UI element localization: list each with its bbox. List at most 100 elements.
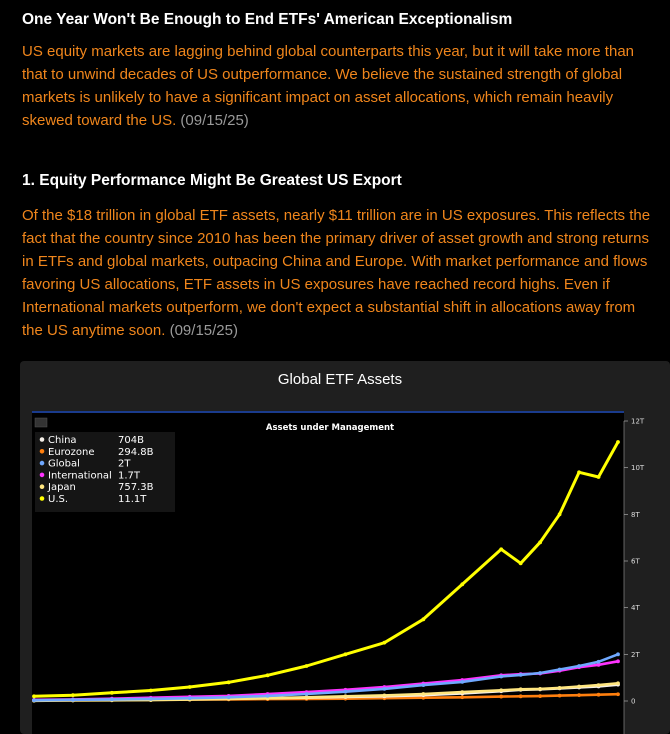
chart-menu-icon[interactable] (34, 417, 48, 428)
series-point (343, 652, 348, 657)
y-tick-label: 6T (631, 558, 640, 566)
series-point (557, 693, 562, 698)
chart-svg: Assets under Management 02T4T6T8T10T12T … (32, 411, 645, 734)
series-point (499, 547, 504, 552)
series-point (148, 688, 153, 693)
legend-marker (39, 437, 45, 442)
series-point (421, 683, 426, 688)
series-point (577, 664, 581, 668)
section-date: (09/15/25) (169, 322, 238, 339)
series-point (460, 695, 465, 700)
series-point (538, 686, 543, 691)
series-point (382, 686, 387, 691)
chart-title: Global ETF Assets (277, 371, 403, 388)
series-point (71, 697, 75, 702)
legend-marker (39, 472, 45, 478)
series-point (460, 690, 465, 695)
series-point (538, 694, 543, 698)
series-point (596, 683, 601, 688)
series-point (499, 688, 504, 693)
series-point (382, 693, 387, 698)
series-point (265, 673, 270, 678)
series-point (518, 561, 523, 566)
series-point (616, 692, 620, 697)
series-point (518, 687, 523, 692)
article-headline: One Year Won't Be Enough to End ETFs' Am… (22, 11, 513, 28)
series-point (109, 690, 114, 695)
series-point (596, 662, 601, 667)
series-point (616, 440, 620, 444)
legend-series-name: Eurozone (48, 447, 95, 458)
legend-series-name: China (48, 435, 77, 446)
series-point (538, 671, 543, 675)
series-point (557, 686, 562, 690)
legend-series-value: 757.3B (118, 482, 154, 493)
series-point (148, 697, 153, 701)
series-point (71, 693, 75, 698)
series-point (421, 692, 426, 696)
legend-series-value: 11.1T (118, 494, 147, 505)
series-point (343, 694, 348, 699)
legend-series-name: U.S. (48, 494, 68, 505)
series-point (187, 685, 192, 689)
intro-text: US equity markets are lagging behind glo… (22, 43, 634, 129)
y-axis-ticks: 0 2T 4T 6T 8T 10T 12T (624, 418, 645, 706)
series-point (421, 617, 426, 622)
series-point (577, 470, 581, 475)
series-group (32, 440, 620, 703)
y-tick-label: 0 (631, 698, 635, 706)
plot-subtitle: Assets under Management (266, 423, 394, 433)
y-tick-label: 10T (631, 464, 645, 472)
section-paragraph: Of the $18 trillion in global ETF assets… (22, 204, 658, 342)
legend-marker (39, 484, 45, 489)
series-point (304, 664, 309, 668)
series-point (226, 695, 231, 700)
series-point (343, 689, 348, 694)
series-point (226, 680, 231, 685)
legend-marker (39, 449, 45, 454)
series-point (304, 692, 309, 696)
series-point (265, 693, 270, 698)
y-tick-label: 4T (631, 604, 640, 612)
y-tick-label: 2T (631, 651, 640, 659)
section-text: Of the $18 trillion in global ETF assets… (22, 207, 651, 339)
series-point (499, 674, 504, 679)
legend-box (35, 432, 175, 512)
series-point (32, 694, 36, 699)
legend-series-value: 1.7T (118, 470, 141, 481)
legend-series-name: Global (48, 459, 80, 470)
series-point (499, 694, 504, 699)
series-point (557, 512, 562, 517)
legend: China 704B Eurozone 294.8B Global 2T Internati… (39, 435, 154, 505)
chart-card: Global ETF Assets Assets under Managemen… (20, 361, 670, 734)
section-title: 1. Equity Performance Might Be Greatest … (22, 172, 402, 189)
series-point (187, 696, 192, 701)
y-tick-label: 12T (631, 418, 645, 426)
intro-paragraph: US equity markets are lagging behind glo… (22, 40, 658, 132)
legend-series-value: 704B (118, 435, 144, 446)
legend-marker (39, 496, 45, 501)
series-point (596, 659, 601, 664)
series-point (616, 652, 620, 657)
series-point (460, 679, 465, 684)
legend-series-value: 294.8B (118, 447, 154, 458)
series-point (304, 695, 309, 700)
series-point (538, 540, 543, 545)
series-point (518, 694, 523, 699)
intro-date: (09/15/25) (180, 112, 249, 129)
legend-marker (39, 460, 45, 466)
series-point (596, 692, 601, 697)
legend-series-value: 2T (118, 459, 131, 470)
series-point (577, 684, 581, 689)
series-point (577, 693, 581, 698)
series-point (616, 659, 620, 664)
series-point (109, 697, 114, 702)
series-point (557, 667, 562, 672)
series-point (32, 698, 36, 703)
series-point (382, 640, 387, 645)
legend-series-name: International (48, 470, 112, 481)
legend-series-name: Japan (47, 482, 76, 493)
series-point (596, 475, 601, 479)
y-tick-label: 8T (631, 511, 640, 519)
series-point (518, 672, 523, 677)
